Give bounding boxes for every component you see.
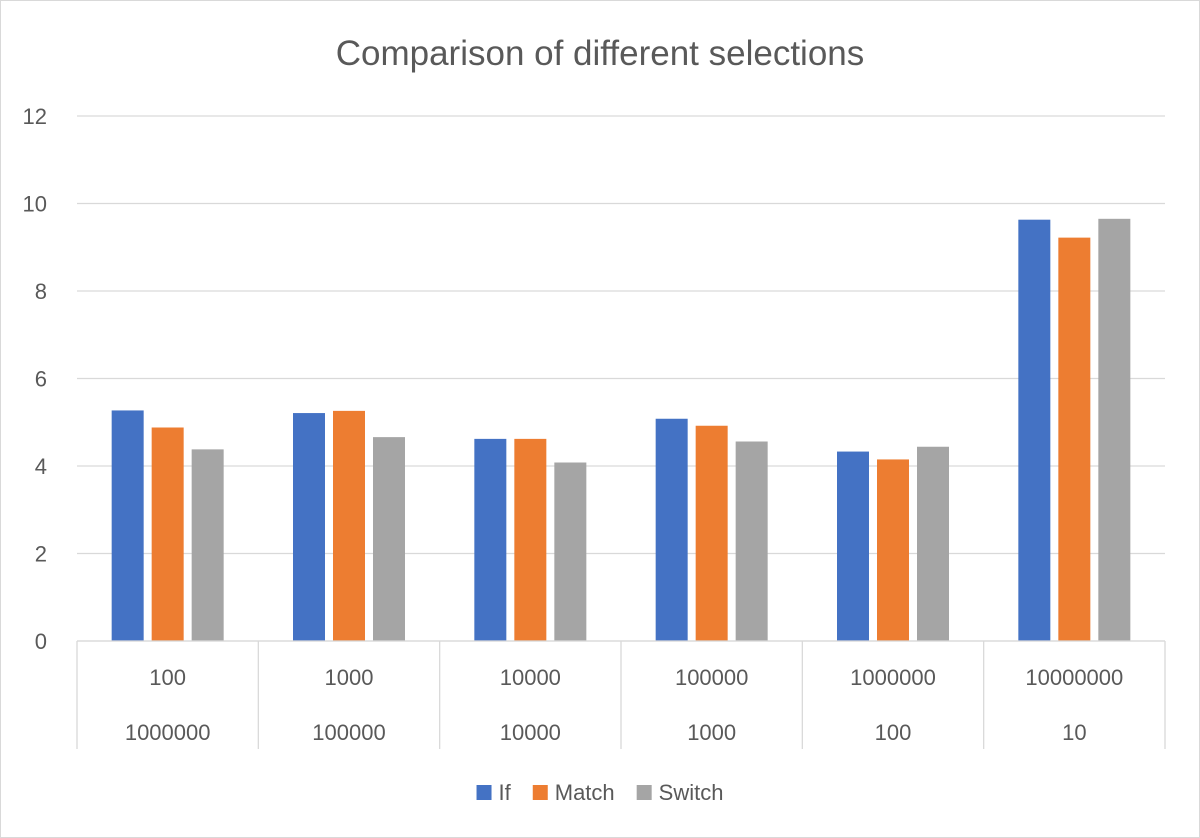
- legend-label-switch: Switch: [659, 780, 724, 805]
- legend-swatch-if: [476, 785, 492, 800]
- y-tick-label: 12: [23, 104, 47, 129]
- bar-match: [333, 410, 365, 641]
- legend-label-match: Match: [555, 780, 615, 805]
- y-axis-ticks: 0 2 4 6 8 10 12: [23, 104, 47, 654]
- x-subcategory-label: 100: [875, 720, 912, 745]
- x-category-label: 100000: [675, 665, 748, 690]
- chart-title: Comparison of different selections: [336, 34, 865, 73]
- bar-match: [514, 438, 547, 641]
- y-tick-label: 4: [35, 454, 47, 479]
- x-subcategory-label: 10000: [500, 720, 561, 745]
- y-tick-label: 0: [35, 629, 47, 654]
- bars: [111, 218, 1131, 641]
- x-subcategory-label: 10: [1062, 720, 1086, 745]
- legend-label-if: If: [499, 780, 512, 805]
- bar-match: [151, 427, 184, 641]
- bar-match: [695, 425, 728, 641]
- legend: If Match Switch: [476, 780, 724, 805]
- bar-match: [877, 459, 909, 641]
- bar-if: [1018, 219, 1051, 641]
- x-subcategory-label: 1000000: [125, 720, 211, 745]
- x-subcategory-label: 1000: [687, 720, 736, 745]
- x-category-label: 1000000: [850, 665, 936, 690]
- bar-switch: [554, 462, 587, 641]
- x-category-label: 10000: [500, 665, 561, 690]
- bar-switch: [191, 449, 224, 641]
- bar-if: [474, 438, 507, 641]
- y-tick-label: 8: [35, 279, 47, 304]
- bar-if: [111, 410, 144, 641]
- gridlines: [77, 115, 1165, 642]
- bar-switch: [373, 437, 405, 641]
- x-category-label: 1000: [325, 665, 374, 690]
- x-axis: 100 1000000 1000 100000 10000 10000 100000 1000…: [76, 640, 1166, 749]
- bar-switch: [1098, 218, 1131, 641]
- bar-if: [837, 451, 869, 641]
- x-category-label: 10000000: [1025, 665, 1123, 690]
- y-tick-label: 6: [35, 367, 47, 392]
- legend-swatch-match: [532, 785, 548, 800]
- x-category-label: 100: [149, 665, 186, 690]
- bar-switch: [917, 446, 949, 641]
- y-tick-label: 10: [23, 192, 47, 217]
- legend-swatch-switch: [636, 785, 652, 800]
- bar-switch: [735, 441, 768, 641]
- bar-match: [1058, 237, 1091, 641]
- x-subcategory-label: 100000: [312, 720, 385, 745]
- bar-if: [293, 413, 325, 641]
- y-tick-label: 2: [35, 542, 47, 567]
- bar-if: [655, 418, 688, 641]
